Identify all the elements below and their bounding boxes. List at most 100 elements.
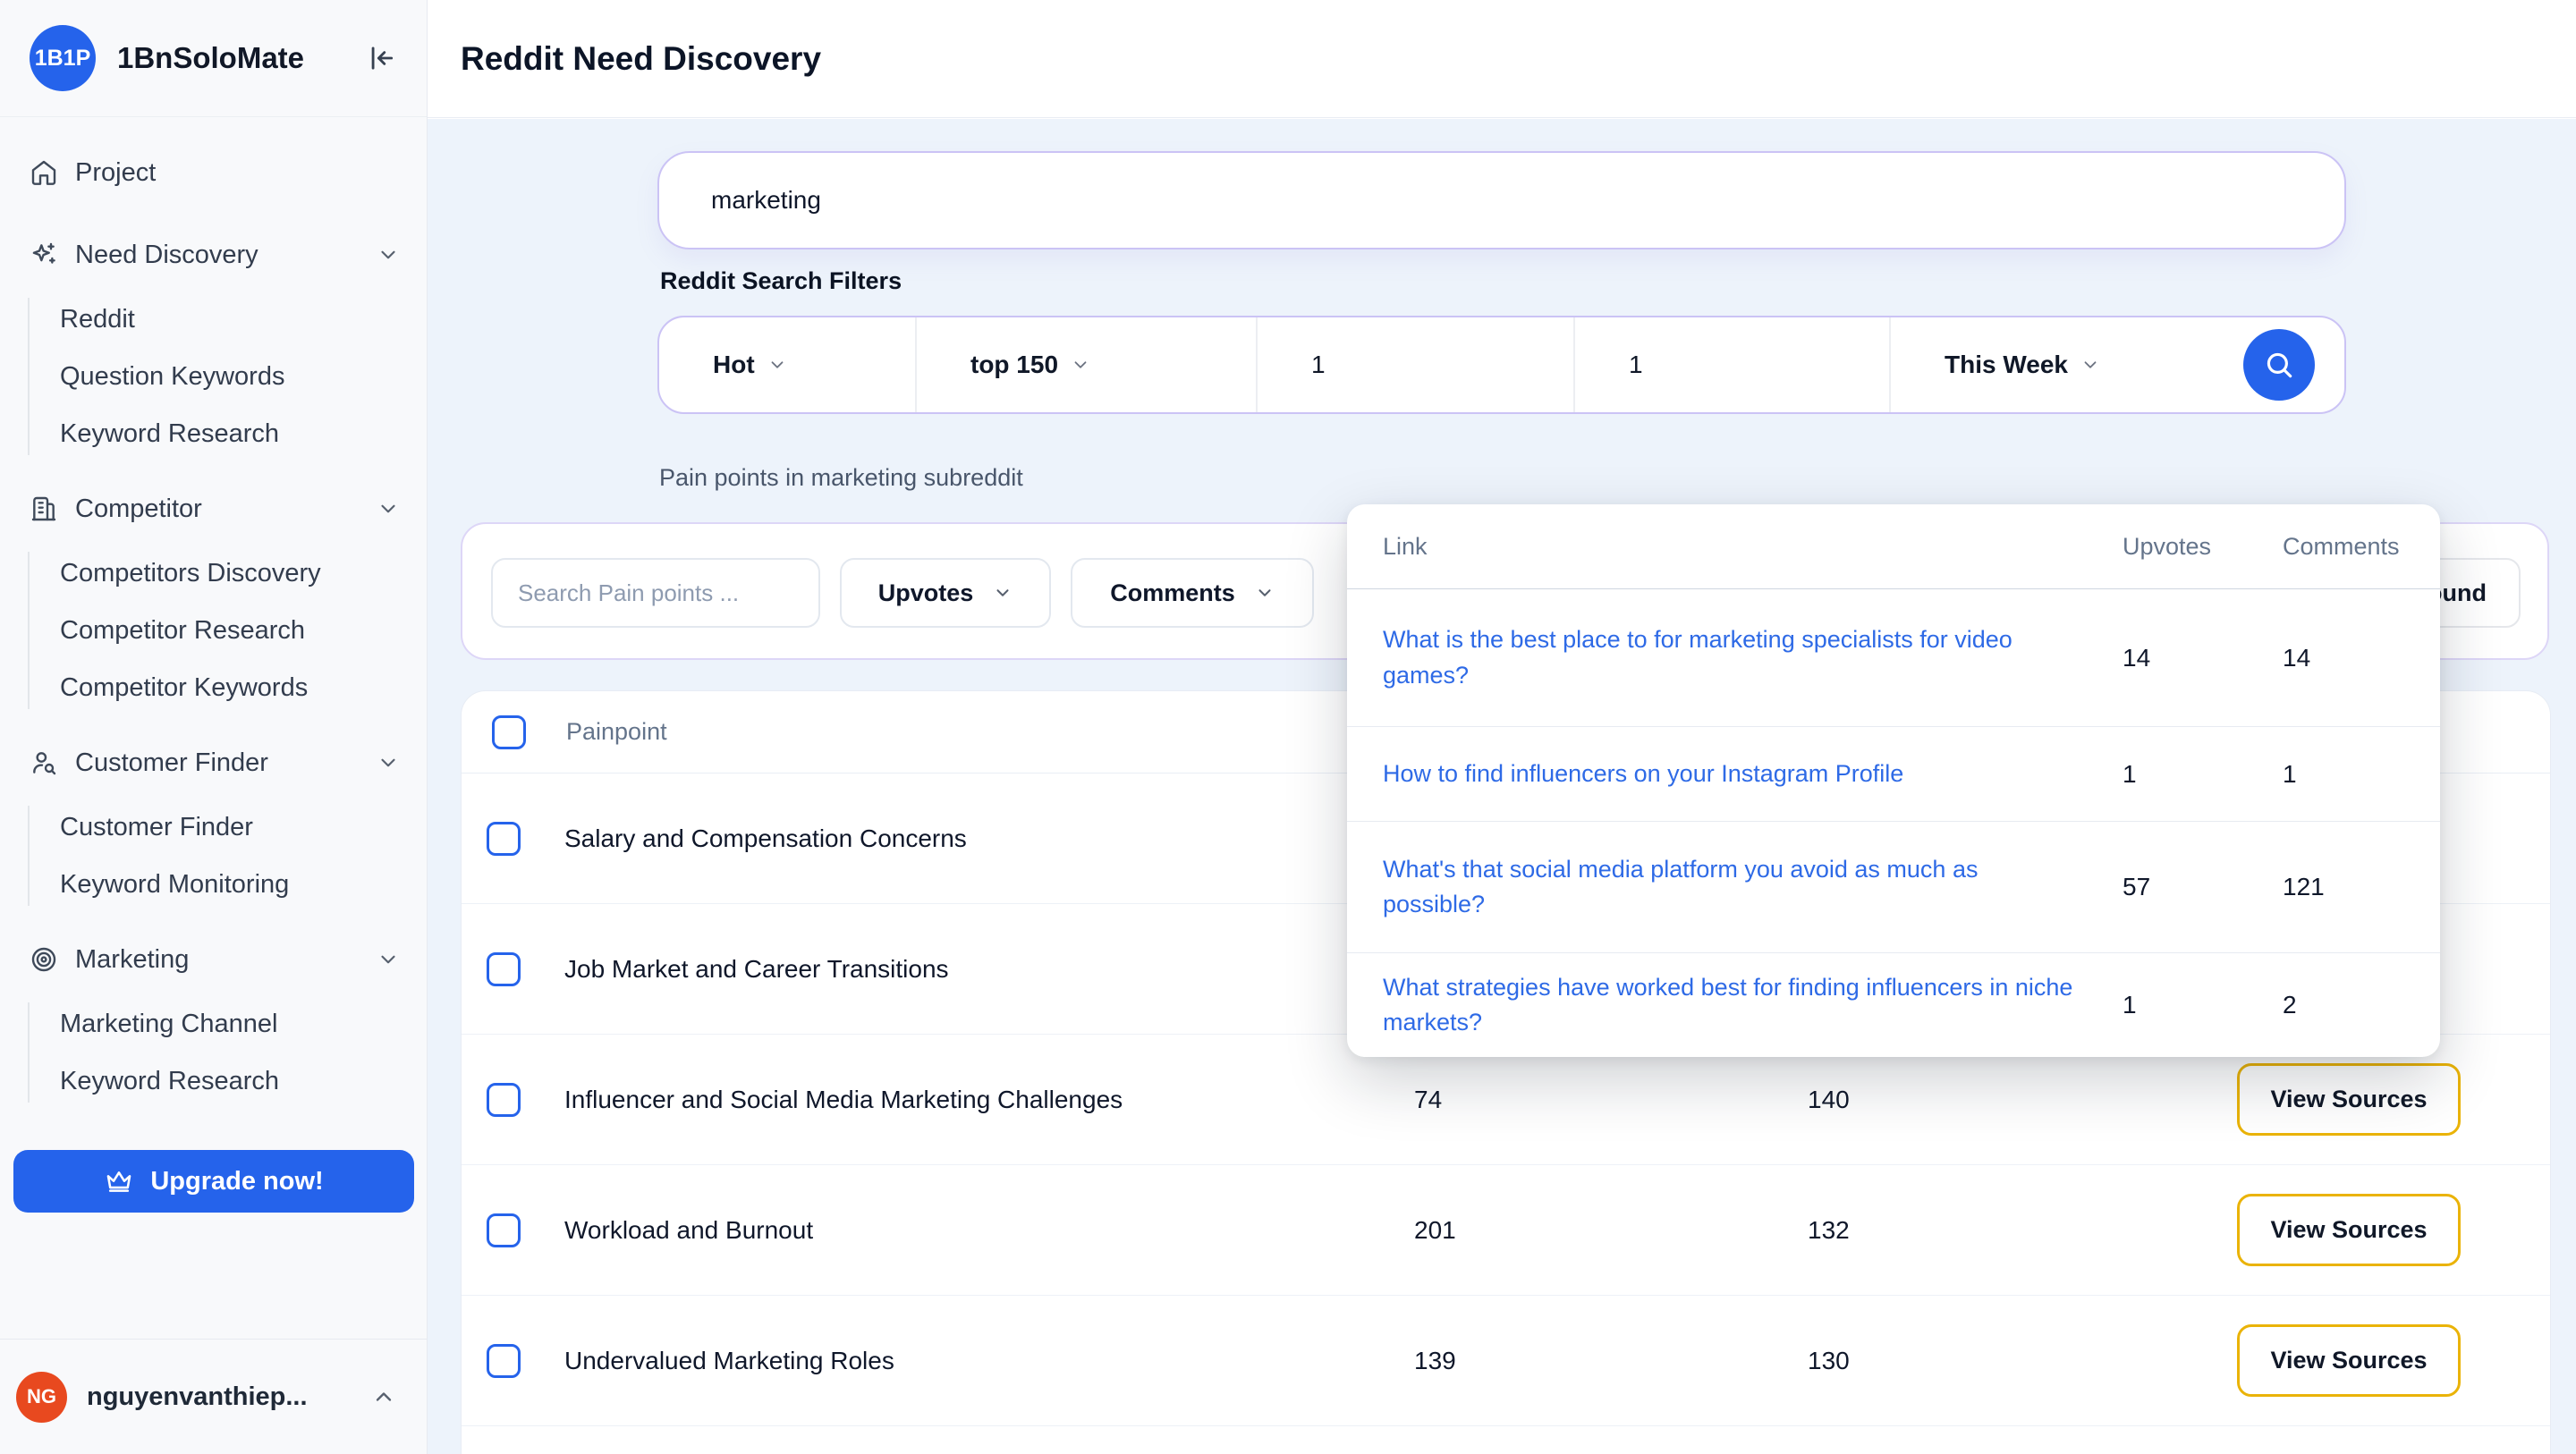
sidebar-item-label: Competitor: [75, 494, 202, 523]
view-sources-button[interactable]: View Sources: [2237, 1063, 2461, 1136]
column-header-painpoint: Painpoint: [566, 718, 667, 745]
upvotes-value: 139: [1414, 1346, 1456, 1374]
painpoint-name: Job Market and Career Transitions: [564, 954, 949, 983]
view-sources-button[interactable]: View Sources: [2237, 1194, 2461, 1266]
table-row: Workload and Burnout 201 132 View Source…: [462, 1165, 2550, 1296]
sidebar-item-reddit[interactable]: Reddit: [0, 291, 427, 348]
sidebar-item-competitor[interactable]: Competitor: [0, 473, 427, 545]
row-checkbox[interactable]: [487, 1343, 521, 1378]
sources-popover: Link Upvotes Comments What is the best p…: [1347, 504, 2440, 1057]
chevron-down-icon: [377, 751, 400, 774]
sidebar-item-competitors-discovery[interactable]: Competitors Discovery: [0, 545, 427, 602]
filter-time-range-dropdown[interactable]: This Week: [1891, 317, 2344, 412]
sort-upvotes-label: Upvotes: [877, 579, 974, 606]
source-comments: 14: [2283, 643, 2311, 672]
popover-row: What's that social media platform you av…: [1347, 822, 2440, 953]
nav-group-project: Project: [0, 137, 427, 208]
select-all-checkbox[interactable]: [492, 714, 526, 749]
source-link[interactable]: What strategies have worked best for fin…: [1383, 973, 2073, 1036]
chevron-down-icon: [1071, 355, 1090, 375]
sidebar-subitem-label: Competitors Discovery: [60, 558, 321, 588]
nav-group-marketing: Marketing Marketing Channel Keyword Rese…: [0, 924, 427, 1110]
sidebar-subitem-label: Question Keywords: [60, 361, 285, 391]
row-checkbox[interactable]: [487, 1082, 521, 1117]
row-checkbox[interactable]: [487, 821, 521, 856]
source-link[interactable]: What's that social media platform you av…: [1383, 855, 1979, 917]
filter-sort-value: Hot: [713, 351, 755, 378]
sidebar-item-marketing[interactable]: Marketing: [0, 924, 427, 995]
user-menu[interactable]: NG nguyenvanthiep...: [0, 1339, 427, 1454]
sidebar-item-competitor-research[interactable]: Competitor Research: [0, 602, 427, 659]
popover-row: What strategies have worked best for fin…: [1347, 953, 2440, 1057]
nav-sublist: Reddit Question Keywords Keyword Researc…: [0, 291, 427, 462]
chevron-down-icon: [377, 243, 400, 266]
source-comments: 121: [2283, 873, 2325, 900]
popover-header-row: Link Upvotes Comments: [1347, 504, 2440, 589]
filter-limit-dropdown[interactable]: top 150: [917, 317, 1258, 412]
popover-row: How to find influencers on your Instagra…: [1347, 727, 2440, 822]
sidebar-item-project[interactable]: Project: [0, 137, 427, 208]
source-link[interactable]: How to find influencers on your Instagra…: [1383, 759, 1904, 787]
source-link[interactable]: What is the best place to for marketing …: [1383, 626, 2012, 689]
popover-column-link: Link: [1383, 532, 1428, 560]
painpoint-name: Salary and Compensation Concerns: [564, 824, 967, 852]
chevron-down-icon: [767, 355, 787, 375]
row-checkbox[interactable]: [487, 1213, 521, 1247]
home-icon: [30, 158, 58, 187]
source-upvotes: 1: [2123, 991, 2137, 1019]
reddit-search-filters-bar: Hot top 150 1 1 This Week: [657, 316, 2346, 414]
upgrade-button-label: Upgrade now!: [150, 1166, 324, 1196]
user-search-icon: [30, 748, 58, 777]
filter-limit-value: top 150: [970, 351, 1059, 378]
nav-group-customer-finder: Customer Finder Customer Finder Keyword …: [0, 727, 427, 913]
view-sources-button[interactable]: View Sources: [2237, 1324, 2461, 1397]
chevron-down-icon: [377, 497, 400, 520]
sidebar-subitem-label: Competitor Keywords: [60, 672, 309, 702]
filter-min-comments-field[interactable]: 1: [1575, 317, 1891, 412]
painpoints-search-input[interactable]: [491, 558, 820, 628]
sidebar-subitem-label: Marketing Channel: [60, 1009, 278, 1038]
sidebar-collapse-icon[interactable]: [363, 41, 397, 75]
filter-sort-dropdown[interactable]: Hot: [659, 317, 917, 412]
sidebar-item-label: Project: [75, 157, 157, 187]
upvotes-value: 74: [1414, 1085, 1443, 1113]
sidebar-item-customer-finder[interactable]: Customer Finder: [0, 727, 427, 799]
nav-sublist: Competitors Discovery Competitor Researc…: [0, 545, 427, 716]
upvotes-value: 201: [1414, 1215, 1456, 1244]
source-upvotes: 14: [2123, 643, 2151, 672]
filter-min-comments-value: 1: [1629, 351, 1643, 378]
search-button[interactable]: [2243, 329, 2315, 401]
nav-group-need-discovery: Need Discovery Reddit Question Keywords …: [0, 219, 427, 462]
sparkles-icon: [30, 241, 58, 269]
popover-row: What is the best place to for marketing …: [1347, 589, 2440, 727]
upgrade-button[interactable]: Upgrade now!: [13, 1150, 414, 1213]
sidebar-nav: Project Need Discovery Reddit Question K…: [0, 117, 427, 1110]
sidebar-subitem-label: Keyword Research: [60, 418, 279, 448]
sidebar-item-need-discovery[interactable]: Need Discovery: [0, 219, 427, 291]
building-icon: [30, 495, 58, 523]
painpoints-section-label: Pain points in marketing subreddit: [659, 464, 1023, 491]
popover-column-upvotes: Upvotes: [2123, 532, 2212, 560]
sort-comments-label: Comments: [1110, 579, 1235, 606]
sort-comments-button[interactable]: Comments: [1071, 558, 1314, 628]
sidebar-subitem-label: Keyword Monitoring: [60, 869, 290, 899]
sort-upvotes-button[interactable]: Upvotes: [840, 558, 1051, 628]
sidebar-item-customer-finder-sub[interactable]: Customer Finder: [0, 799, 427, 856]
crown-icon: [104, 1166, 134, 1196]
sidebar-item-marketing-channel[interactable]: Marketing Channel: [0, 995, 427, 1052]
sidebar-item-keyword-monitoring[interactable]: Keyword Monitoring: [0, 856, 427, 913]
sidebar-header: 1B1P 1BnSoloMate: [0, 0, 427, 117]
sidebar-item-keyword-research[interactable]: Keyword Research: [0, 405, 427, 462]
comments-value: 130: [1808, 1346, 1850, 1374]
row-checkbox[interactable]: [487, 951, 521, 986]
app-name: 1BnSoloMate: [117, 41, 305, 74]
popover-column-comments: Comments: [2283, 532, 2400, 560]
filter-min-upvotes-field[interactable]: 1: [1258, 317, 1575, 412]
sidebar-item-marketing-keyword-research[interactable]: Keyword Research: [0, 1052, 427, 1110]
painpoint-name: Influencer and Social Media Marketing Ch…: [564, 1085, 1123, 1113]
sidebar-item-question-keywords[interactable]: Question Keywords: [0, 348, 427, 405]
filter-min-upvotes-value: 1: [1311, 351, 1326, 378]
subreddit-search-input[interactable]: [657, 151, 2346, 249]
nav-sublist: Customer Finder Keyword Monitoring: [0, 799, 427, 913]
sidebar-item-competitor-keywords[interactable]: Competitor Keywords: [0, 659, 427, 716]
